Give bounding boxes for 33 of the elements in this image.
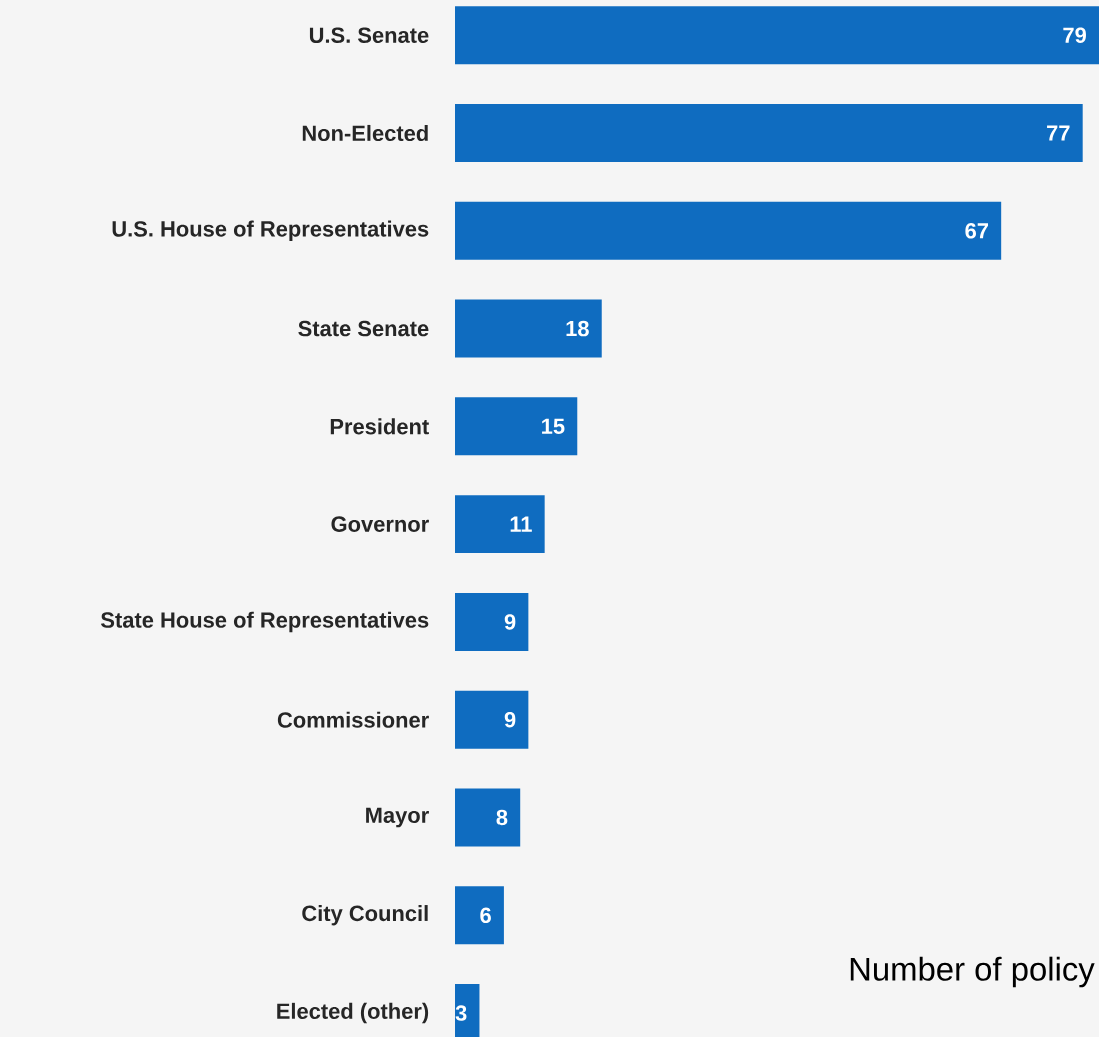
annotation: Number of policy [850, 956, 1095, 988]
y-tick-label: Mayor [366, 807, 429, 828]
data-label: 8 [496, 809, 508, 826]
data-label: 3 [455, 1005, 467, 1021]
bar [455, 201, 1002, 260]
bar [455, 495, 545, 554]
data-label: 77 [1047, 125, 1070, 141]
bar [455, 299, 602, 358]
y-tick-label: President [330, 418, 429, 435]
data-label: 18 [566, 320, 589, 337]
data-label: 67 [965, 223, 989, 239]
bar [455, 592, 529, 651]
y-tick-label: Non-Elected [302, 124, 428, 142]
bar [455, 6, 1099, 65]
y-tick-label: U.S. Senate [309, 27, 429, 43]
bar [455, 397, 578, 456]
y-tick-label: State Senate [298, 320, 429, 337]
bar [455, 886, 504, 945]
bar [455, 690, 529, 749]
bar [455, 788, 521, 847]
data-label: 11 [510, 516, 532, 532]
y-tick-label: U.S. House of Representatives [112, 220, 429, 241]
data-label: 6 [480, 907, 491, 924]
y-tick-label: Commissioner [277, 711, 429, 728]
y-tick-label: State House of Representatives [100, 611, 429, 633]
bar [455, 104, 1083, 162]
data-label: 79 [1063, 27, 1086, 43]
data-label: 9 [504, 711, 516, 728]
data-label: 9 [504, 614, 516, 630]
data-label: 15 [542, 418, 565, 434]
y-tick-label: City Council [302, 905, 428, 926]
y-tick-label: Governor [331, 516, 429, 532]
y-tick-label: Elected (other) [277, 1002, 429, 1024]
